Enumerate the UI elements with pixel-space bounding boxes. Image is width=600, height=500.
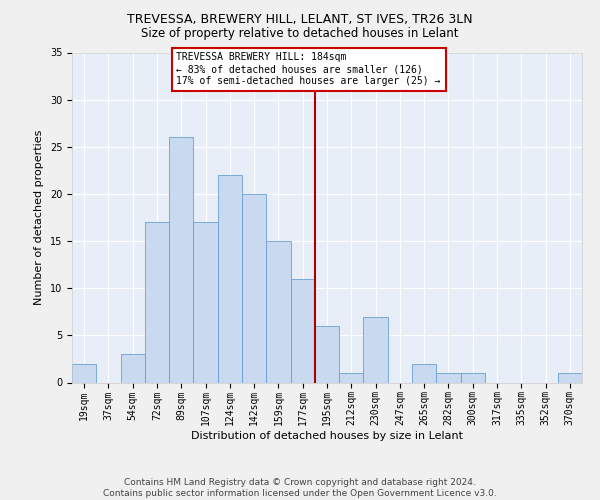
Bar bbox=[193, 222, 218, 382]
Text: TREVESSA, BREWERY HILL, LELANT, ST IVES, TR26 3LN: TREVESSA, BREWERY HILL, LELANT, ST IVES,… bbox=[127, 12, 473, 26]
Text: Contains HM Land Registry data © Crown copyright and database right 2024.
Contai: Contains HM Land Registry data © Crown c… bbox=[103, 478, 497, 498]
Bar bbox=[218, 175, 242, 382]
Text: Size of property relative to detached houses in Lelant: Size of property relative to detached ho… bbox=[141, 28, 459, 40]
X-axis label: Distribution of detached houses by size in Lelant: Distribution of detached houses by size … bbox=[191, 431, 463, 441]
Bar bbox=[121, 354, 145, 382]
Bar bbox=[145, 222, 169, 382]
Bar bbox=[242, 194, 266, 382]
Bar bbox=[169, 138, 193, 382]
Bar bbox=[364, 316, 388, 382]
Y-axis label: Number of detached properties: Number of detached properties bbox=[34, 130, 44, 305]
Bar bbox=[339, 373, 364, 382]
Bar bbox=[315, 326, 339, 382]
Bar bbox=[436, 373, 461, 382]
Text: TREVESSA BREWERY HILL: 184sqm
← 83% of detached houses are smaller (126)
17% of : TREVESSA BREWERY HILL: 184sqm ← 83% of d… bbox=[176, 52, 441, 86]
Bar bbox=[412, 364, 436, 382]
Bar bbox=[461, 373, 485, 382]
Bar bbox=[72, 364, 96, 382]
Bar bbox=[266, 241, 290, 382]
Bar bbox=[558, 373, 582, 382]
Bar bbox=[290, 279, 315, 382]
